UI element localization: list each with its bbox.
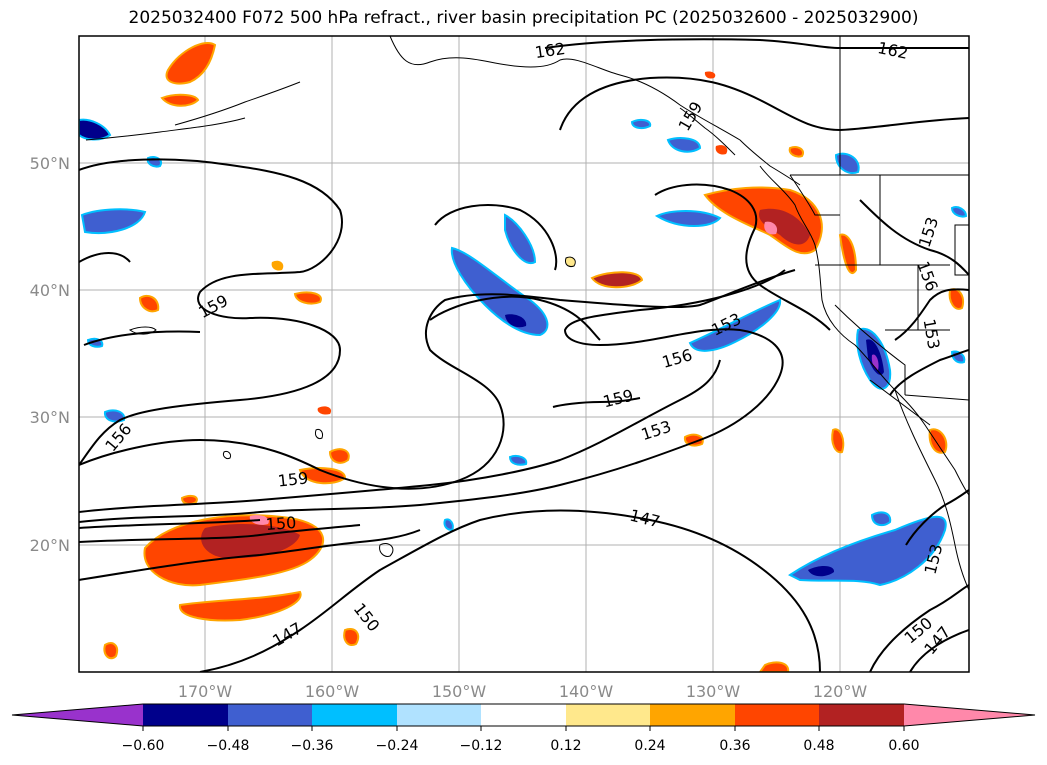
contour-label: 162 <box>534 39 567 62</box>
colorbar-segment <box>312 704 397 726</box>
refractivity-contours <box>79 38 969 672</box>
contour-label: 159 <box>277 468 309 490</box>
precip-anomaly-shading <box>79 42 968 672</box>
colorbar-tick: 0.60 <box>888 738 919 754</box>
lon-label: 130°W <box>686 682 741 701</box>
map-border <box>78 35 970 673</box>
colorbar-segment <box>397 704 481 726</box>
lon-label: 150°W <box>432 682 487 701</box>
colorbar-segment <box>143 704 228 726</box>
colorbar-segment <box>566 704 650 726</box>
colorbar-tick: 0.48 <box>803 738 834 754</box>
lat-label: 50°N <box>30 154 70 173</box>
colorbar-tick: −0.60 <box>122 738 165 754</box>
colorbar-tick: 0.24 <box>634 738 665 754</box>
colorbar: −0.60 −0.48 −0.36 −0.24 −0.12 0.12 0.24 … <box>11 703 1036 754</box>
colorbar-segment <box>904 704 1035 726</box>
colorbar-tick: 0.12 <box>550 738 581 754</box>
colorbar-segment <box>481 704 566 726</box>
colorbar-segment <box>228 704 312 726</box>
lat-label: 20°N <box>30 536 70 555</box>
colorbar-tick: −0.24 <box>376 738 419 754</box>
colorbar-segment <box>735 704 819 726</box>
colorbar-segment <box>12 704 143 726</box>
lat-label: 30°N <box>30 408 70 427</box>
lon-label: 160°W <box>305 682 360 701</box>
longitude-labels: 170°W 160°W 150°W 140°W 130°W 120°W <box>178 682 868 701</box>
lat-label: 40°N <box>30 281 70 300</box>
lon-label: 170°W <box>178 682 233 701</box>
colorbar-tick: −0.36 <box>291 738 334 754</box>
lon-label: 140°W <box>559 682 614 701</box>
colorbar-tick: −0.12 <box>460 738 503 754</box>
colorbar-tick: 0.36 <box>719 738 750 754</box>
colorbar-segment <box>819 704 904 726</box>
colorbar-tick: −0.48 <box>207 738 250 754</box>
latitude-labels: 50°N 40°N 30°N 20°N <box>30 154 70 555</box>
coastlines <box>85 36 969 591</box>
colorbar-segment <box>650 704 735 726</box>
contour-label: 150 <box>265 513 297 534</box>
lon-label: 120°W <box>813 682 868 701</box>
page-title: 2025032400 F072 500 hPa refract., river … <box>128 8 919 28</box>
